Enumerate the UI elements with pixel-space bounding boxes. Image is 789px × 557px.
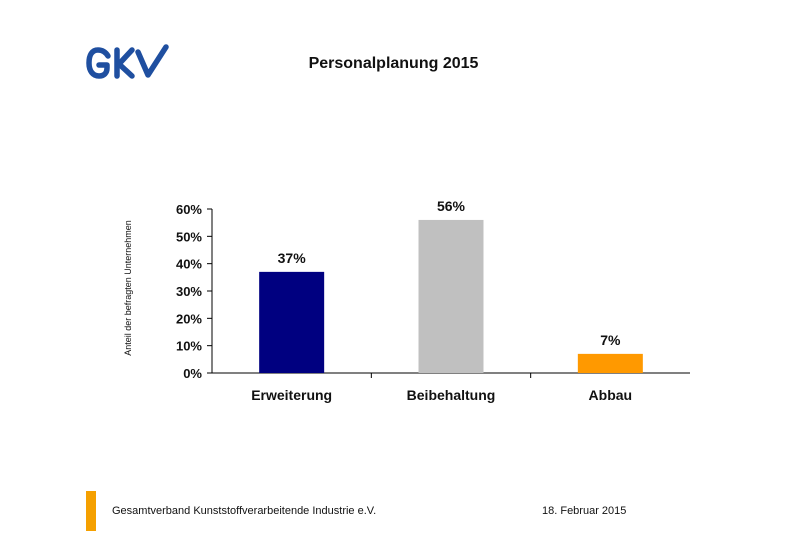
bar-value-label: 56% bbox=[437, 198, 466, 214]
x-category-label: Abbau bbox=[589, 387, 633, 403]
gkv-logo bbox=[86, 44, 169, 79]
x-category-label: Erweiterung bbox=[251, 387, 332, 403]
y-tick-label: 0% bbox=[183, 366, 202, 381]
bar-erweiterung bbox=[259, 271, 325, 373]
bar-abbau bbox=[577, 353, 643, 373]
y-axis-title: Anteil der befragten Unternehmen bbox=[123, 220, 133, 356]
x-category-label: Beibehaltung bbox=[407, 387, 496, 403]
page-title: Personalplanung 2015 bbox=[308, 55, 479, 72]
footer-date: 18. Februar 2015 bbox=[542, 505, 627, 517]
y-tick-label: 60% bbox=[176, 202, 202, 217]
bar-value-label: 7% bbox=[600, 332, 621, 348]
y-tick-label: 40% bbox=[176, 257, 202, 272]
y-tick-label: 20% bbox=[176, 311, 202, 326]
y-tick-label: 50% bbox=[176, 229, 202, 244]
y-tick-label: 30% bbox=[176, 284, 202, 299]
bar-beibehaltung bbox=[418, 219, 484, 373]
y-tick-label: 10% bbox=[176, 339, 202, 354]
bar-value-label: 37% bbox=[278, 250, 307, 266]
footer-organization: Gesamtverband Kunststoffverarbeitende In… bbox=[112, 505, 377, 517]
footer-accent-bar bbox=[86, 491, 96, 531]
